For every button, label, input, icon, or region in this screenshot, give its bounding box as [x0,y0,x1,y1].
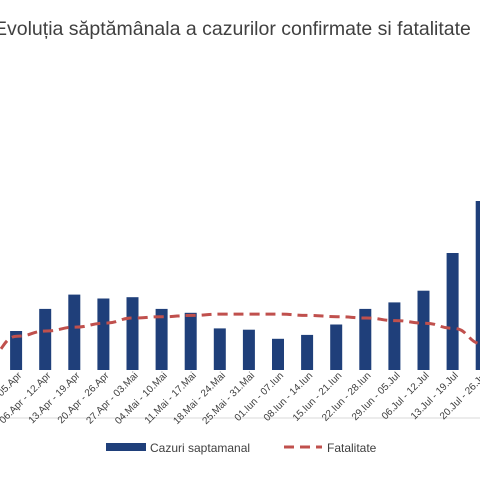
bar-13 [359,308,372,370]
bar-14 [388,302,401,370]
bar-4 [97,298,110,370]
bar-9 [242,329,255,370]
bar-16 [446,253,459,370]
line-layer [0,312,480,353]
legend-bar-swatch [106,443,146,451]
bar-1 [10,331,23,370]
bar-11 [301,334,314,370]
fatality-line [0,312,480,353]
bar-7 [184,312,197,370]
chart-title: Evoluția săptămânala a cazurilor confirm… [0,18,471,40]
bar-6 [155,308,168,370]
bars-layer [10,201,480,370]
bar-15 [417,290,430,370]
bar-12 [330,324,343,370]
bar-5 [126,297,139,370]
bar-2 [39,308,52,370]
bar-10 [272,338,284,370]
legend-bar-label: Cazuri saptamanal [150,441,250,455]
legend-line-label: Fatalitate [327,441,377,455]
bar-8 [213,328,226,370]
bar-17 [475,201,480,370]
bar-3 [68,294,81,370]
legend: Cazuri saptamanal Fatalitate [106,441,377,455]
